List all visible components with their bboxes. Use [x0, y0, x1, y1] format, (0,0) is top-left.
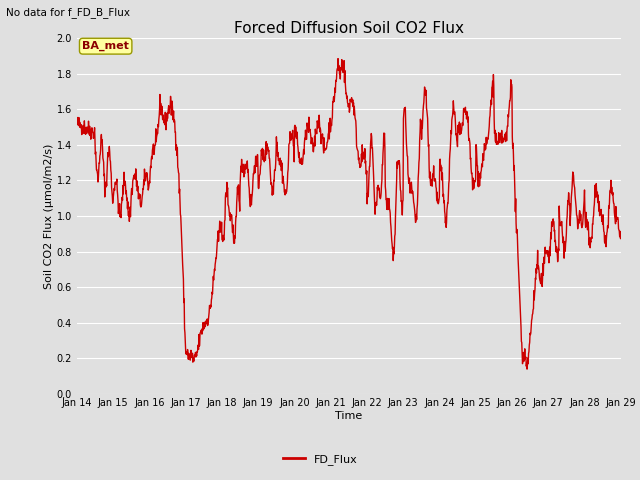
Text: No data for f_FD_B_Flux: No data for f_FD_B_Flux	[6, 7, 131, 18]
X-axis label: Time: Time	[335, 411, 362, 421]
Legend: FD_Flux: FD_Flux	[278, 450, 362, 469]
Title: Forced Diffusion Soil CO2 Flux: Forced Diffusion Soil CO2 Flux	[234, 21, 464, 36]
Text: BA_met: BA_met	[82, 41, 129, 51]
Y-axis label: Soil CO2 Flux (μmol/m2/s): Soil CO2 Flux (μmol/m2/s)	[44, 144, 54, 288]
